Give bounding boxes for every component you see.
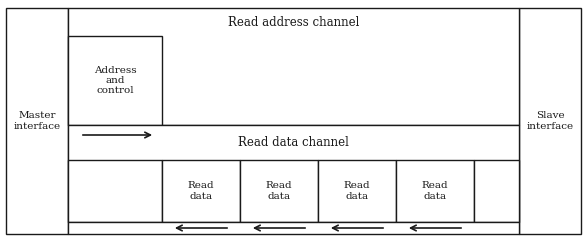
Bar [68, 8, 519, 125]
Bar [240, 160, 318, 222]
Bar [162, 160, 240, 222]
Bar [6, 8, 68, 234]
Bar [68, 36, 162, 125]
Text: Read address channel: Read address channel [228, 15, 359, 29]
Text: Read
data: Read data [421, 181, 448, 201]
Text: Master
interface: Master interface [14, 111, 60, 131]
Bar [318, 160, 396, 222]
Bar [68, 222, 519, 234]
Bar [519, 8, 581, 234]
Text: Read data channel: Read data channel [238, 136, 349, 150]
Text: Slave
interface: Slave interface [527, 111, 573, 131]
Bar [474, 160, 519, 222]
Bar [68, 160, 162, 222]
Text: Address
and
control: Address and control [94, 66, 136, 95]
Bar [396, 160, 474, 222]
Text: Read
data: Read data [188, 181, 214, 201]
Text: Read
data: Read data [266, 181, 292, 201]
Bar [68, 125, 519, 222]
Text: Read
data: Read data [343, 181, 370, 201]
